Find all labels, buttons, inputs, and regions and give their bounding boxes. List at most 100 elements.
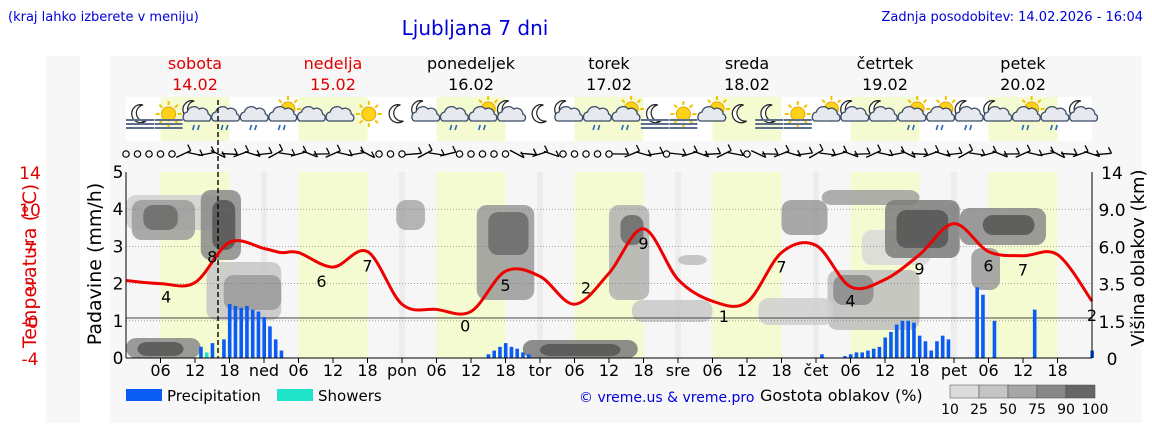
x-tick-label: 06 [288, 361, 308, 380]
moon-fog-icon [640, 104, 669, 129]
cloud-moon-icon [554, 100, 584, 122]
temperature-value-label: 7 [362, 257, 372, 276]
moon-fog-icon [126, 104, 154, 129]
wind-barb-icon [669, 148, 687, 156]
temperature-tick-label: -4 [22, 350, 39, 370]
precipitation-tick-label: 4 [113, 200, 124, 220]
wind-barb-icon [1003, 147, 1021, 155]
midnight-band [951, 172, 957, 358]
wind-calm-icon [593, 150, 602, 158]
x-tick-label: 18 [909, 361, 929, 380]
moon-icon [731, 104, 747, 124]
precipitation-bar [975, 287, 979, 358]
precipitation-bar [946, 339, 951, 358]
precipitation-bar [912, 322, 916, 358]
x-tick-label: 06 [702, 361, 722, 380]
x-tick-label: 06 [150, 361, 170, 380]
wind-calm-icon [133, 150, 142, 158]
x-tick-label: ned [249, 361, 279, 380]
day-name: torek [588, 54, 630, 73]
temperature-tick-label: 3 [25, 276, 36, 296]
precipitation-bar [233, 305, 238, 358]
credit-link[interactable]: © vreme.us & vreme.pro [579, 390, 754, 406]
precipitation-bar [268, 326, 272, 358]
wind-barb-icon [268, 143, 284, 159]
x-tick-label: 12 [185, 361, 205, 380]
day-date: 20.02 [1000, 75, 1046, 94]
cloud-cover-patch [833, 275, 874, 305]
cloud-cover-patch [678, 255, 707, 265]
precipitation-bar [923, 341, 928, 358]
temperature-value-label: 0 [460, 317, 470, 336]
precipitation-tick-label: 3 [113, 237, 124, 257]
cloud-moon-icon [411, 100, 441, 122]
wind-barb-icon [1095, 147, 1113, 156]
cloud-cover-patch [223, 275, 282, 310]
wind-barb-icon [911, 148, 929, 156]
wind-barb-icon [865, 144, 882, 158]
cloud-cover-patch [488, 212, 529, 255]
cloud-cover-level-label: 100 [1082, 402, 1109, 418]
cloud-sun-rain-icon [611, 96, 645, 131]
x-tick-label: 06 [978, 361, 998, 380]
precipitation-bar [894, 324, 899, 358]
precipitation-bar [262, 317, 266, 358]
region-hint[interactable]: (kraj lahko izberete v meniju) [8, 10, 199, 25]
cloud-height-tick-label: 6.0 [1098, 238, 1125, 258]
temperature-line [125, 222, 1094, 316]
cloud-moon-icon [983, 100, 1013, 122]
wind-barb-icon [290, 145, 307, 157]
cloud-sun-rain-icon [926, 96, 959, 131]
cloud-sun-icon [697, 96, 730, 122]
wind-barb-icon [808, 143, 824, 159]
cloud-moon-icon [840, 100, 870, 122]
cloud-cover-swatch [1007, 384, 1038, 399]
wind-barb-icon [175, 144, 192, 158]
precipitation-bar [992, 320, 997, 358]
wind-calm-icon [490, 150, 498, 158]
wind-barb-icon [853, 147, 871, 155]
cloud-icon [296, 106, 326, 122]
cloud-cover-level-label: 25 [970, 402, 988, 418]
wind-calm-icon [559, 150, 567, 158]
cloud-rain-icon [1040, 106, 1070, 131]
x-tick-label: 12 [323, 361, 343, 380]
cloud-height-axis-label: Višina oblakov (km) [1128, 169, 1149, 346]
cloud-height-tick-label: 9.0 [1098, 201, 1125, 221]
temperature-value-label: 5 [500, 276, 510, 295]
wind-barb-icon [520, 148, 538, 156]
cloud-cover-level-label: 50 [999, 402, 1017, 418]
wind-barb-icon [934, 150, 951, 157]
precipitation-bar [521, 352, 525, 358]
midnight-band [675, 172, 681, 358]
temperature-value-label: 7 [1018, 261, 1028, 280]
precipitation-bar [843, 356, 847, 358]
precipitation-bar [199, 346, 203, 358]
precipitation-bar [273, 339, 278, 358]
legend-label-showers: Showers [318, 387, 382, 405]
wind-calm-icon [168, 150, 176, 158]
wind-barb-icon [313, 147, 331, 155]
day-date: 15.02 [310, 75, 356, 94]
cloud-moon-icon [496, 100, 527, 122]
temperature-value-label: 7 [776, 258, 786, 277]
cloud-cover-patch [540, 344, 621, 356]
wind-calm-icon [122, 150, 130, 158]
precipitation-bar [210, 343, 215, 358]
wind-barb-icon [968, 148, 986, 156]
x-tick-label: pet [941, 361, 967, 380]
precipitation-bar [515, 348, 519, 358]
wind-calm-icon [455, 150, 464, 158]
precipitation-bars [199, 287, 1094, 358]
wind-barb-icon [716, 144, 732, 159]
moon-icon [388, 104, 404, 124]
cloud-cover-swatch [978, 384, 1009, 399]
temperature-value-label: 9 [638, 234, 648, 253]
wind-calm-icon [386, 150, 395, 158]
wind-barb-icon [819, 148, 837, 156]
precipitation-bar [906, 320, 910, 358]
cloud-moon-rain-icon [182, 100, 212, 131]
wind-barb-icon [221, 148, 239, 156]
cloud-cover-patch [137, 342, 184, 356]
